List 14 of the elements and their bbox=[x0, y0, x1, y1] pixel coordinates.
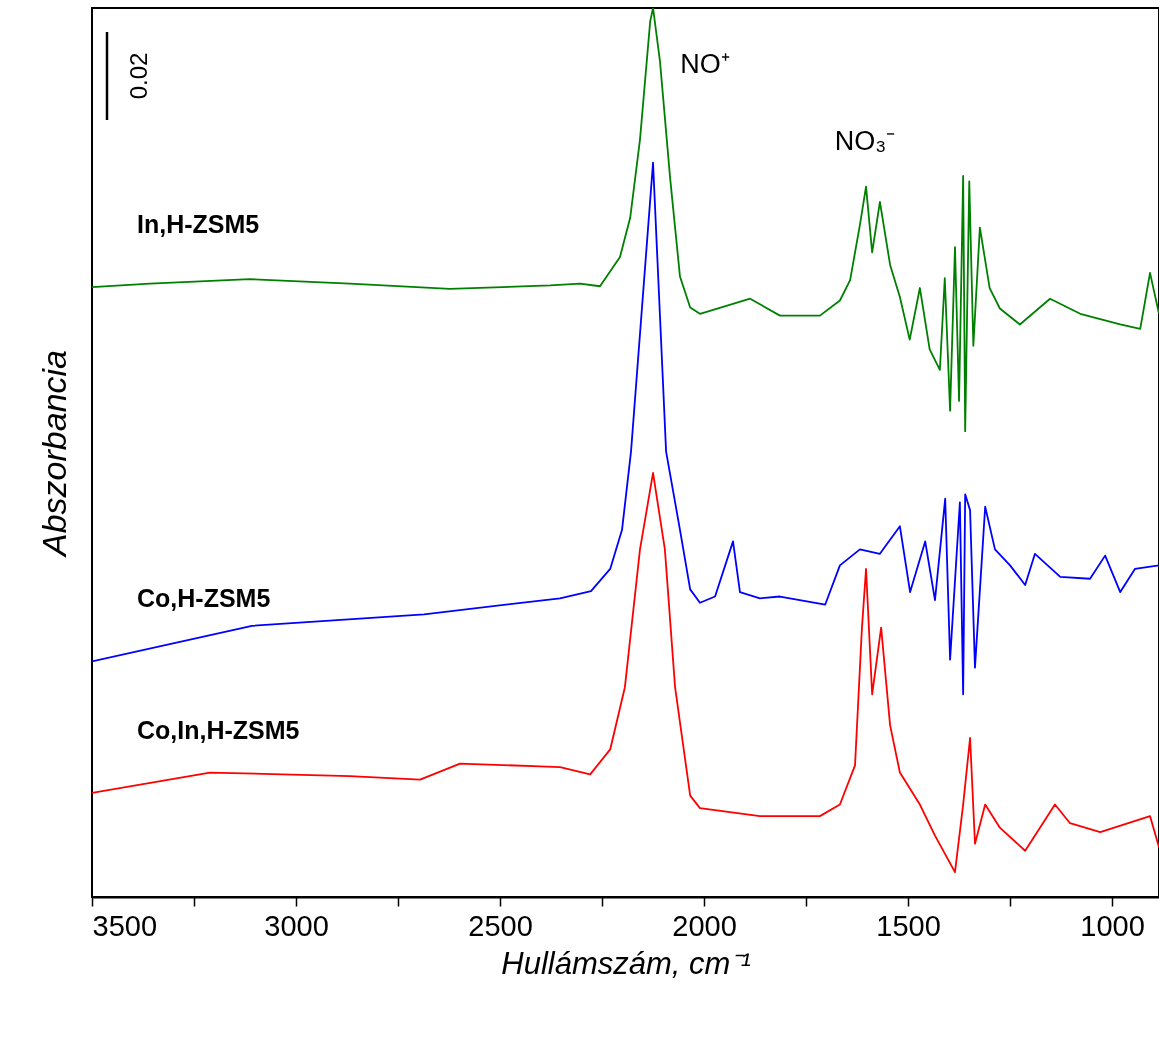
annotation: 0.02 bbox=[125, 52, 152, 100]
annotation: NO⁺ bbox=[680, 49, 730, 79]
series-label: In,H-ZSM5 bbox=[137, 210, 260, 239]
series-label: Co,H-ZSM5 bbox=[137, 584, 271, 613]
series-label: Co,In,H-ZSM5 bbox=[137, 715, 300, 744]
x-tick-label: 1500 bbox=[876, 909, 941, 942]
x-tick-label: 3000 bbox=[264, 909, 329, 942]
x-axis-title: Hullámszám, cm⁻¹ bbox=[501, 945, 751, 981]
x-tick-label: 2500 bbox=[468, 909, 533, 942]
x-tick-label: 2000 bbox=[672, 909, 737, 942]
x-tick-label: 1000 bbox=[1080, 909, 1145, 942]
x-tick-label: 3500 bbox=[92, 909, 158, 942]
annotation: NO₃⁻ bbox=[834, 126, 896, 156]
y-axis-title: Abszorbancia bbox=[34, 349, 73, 559]
